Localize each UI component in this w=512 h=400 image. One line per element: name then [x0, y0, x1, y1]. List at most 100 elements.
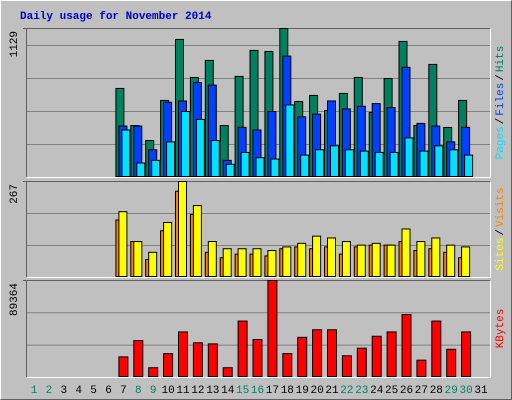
bar	[464, 154, 474, 177]
x-tick-label: 27	[415, 385, 428, 397]
bar	[431, 320, 442, 378]
bar	[148, 367, 159, 377]
x-tick-label: 4	[75, 385, 82, 397]
bar	[327, 329, 337, 377]
bar	[267, 250, 277, 277]
plot-edge-light	[26, 28, 491, 178]
bar	[252, 248, 262, 278]
x-tick-label: 20	[310, 385, 323, 397]
legend: Sites / Visits	[495, 187, 507, 270]
bar	[344, 149, 354, 177]
x-tick-label: 13	[206, 385, 219, 397]
bar	[341, 241, 351, 277]
chart-title: Daily usage for November 2014	[20, 11, 212, 23]
bar	[163, 353, 174, 378]
x-tick-label: 29	[445, 385, 458, 397]
x-tick-label: 25	[385, 385, 398, 397]
bar	[178, 331, 188, 377]
x-tick-label: 11	[176, 385, 190, 397]
bar	[416, 241, 426, 277]
bar	[300, 154, 310, 177]
bar	[297, 242, 307, 277]
legend-entry: Hits	[495, 46, 507, 72]
bar	[192, 342, 203, 377]
bar	[282, 353, 293, 378]
x-tick-label: 28	[430, 385, 443, 397]
x-tick-label: 10	[161, 385, 174, 397]
bar	[359, 150, 369, 178]
bar	[371, 242, 381, 277]
bar	[240, 151, 250, 177]
bar	[285, 104, 295, 177]
x-tick-label: 17	[266, 385, 279, 397]
x-tick-label: 18	[281, 385, 294, 397]
plot-edge-dark	[26, 280, 491, 378]
legend-entry: KBytes	[495, 309, 507, 349]
x-tick-label: 6	[105, 385, 112, 397]
bar	[431, 237, 441, 277]
bar	[222, 367, 233, 377]
bar	[181, 111, 190, 177]
bar	[118, 211, 128, 277]
legend-separator: /	[495, 229, 507, 236]
bar	[327, 237, 336, 277]
legend: Pages/Files/Hits	[495, 46, 507, 160]
bar	[207, 343, 218, 377]
bar	[178, 181, 187, 277]
y-tick-label: 89364	[9, 283, 21, 316]
bar	[133, 340, 144, 377]
legend: KBytes	[495, 309, 507, 349]
bar	[386, 244, 396, 277]
bar	[297, 336, 308, 377]
x-tick-label: 2	[46, 385, 53, 397]
bar	[210, 140, 220, 178]
y-tick-label: 267	[9, 184, 21, 204]
bar	[401, 314, 412, 378]
x-tick-label: 5	[90, 385, 97, 397]
x-tick-label: 22	[340, 385, 353, 397]
x-tick-label: 30	[459, 385, 472, 397]
x-tick-label: 12	[191, 385, 204, 397]
plot-edge-dark	[26, 181, 491, 278]
bar	[166, 141, 176, 178]
bar	[195, 118, 205, 178]
x-tick-label: 7	[120, 385, 127, 397]
bar	[449, 149, 459, 177]
bar	[163, 221, 173, 278]
plot-edge-light	[26, 280, 491, 378]
bar	[315, 149, 325, 177]
bar	[461, 246, 471, 277]
bar	[222, 248, 232, 278]
x-tick-label: 23	[355, 385, 368, 397]
bar	[419, 150, 429, 178]
bar	[416, 359, 427, 377]
bar	[133, 241, 143, 277]
bar	[118, 356, 129, 378]
y-tick-label: 1129	[9, 31, 21, 57]
bar	[446, 244, 456, 277]
bar	[270, 158, 280, 177]
x-tick-label: 1	[31, 385, 38, 397]
bar	[255, 157, 265, 177]
bar	[312, 235, 322, 278]
legend-entry: Pages	[495, 126, 507, 159]
legend-entry: Sites	[495, 238, 507, 271]
bar	[312, 329, 323, 377]
bar	[371, 335, 382, 377]
bar	[148, 251, 158, 278]
x-tick-label: 31	[474, 385, 488, 397]
bar	[386, 331, 397, 377]
bar	[225, 163, 235, 177]
bar	[267, 280, 278, 377]
x-tick-label: 21	[325, 385, 339, 397]
x-tick-label: 16	[251, 385, 264, 397]
x-tick-label: 26	[400, 385, 413, 397]
bar	[237, 320, 248, 378]
x-tick-label: 15	[236, 385, 249, 397]
bar	[151, 159, 161, 178]
bar	[341, 355, 352, 378]
x-tick-label: 14	[221, 385, 235, 397]
x-tick-label: 3	[60, 385, 67, 397]
